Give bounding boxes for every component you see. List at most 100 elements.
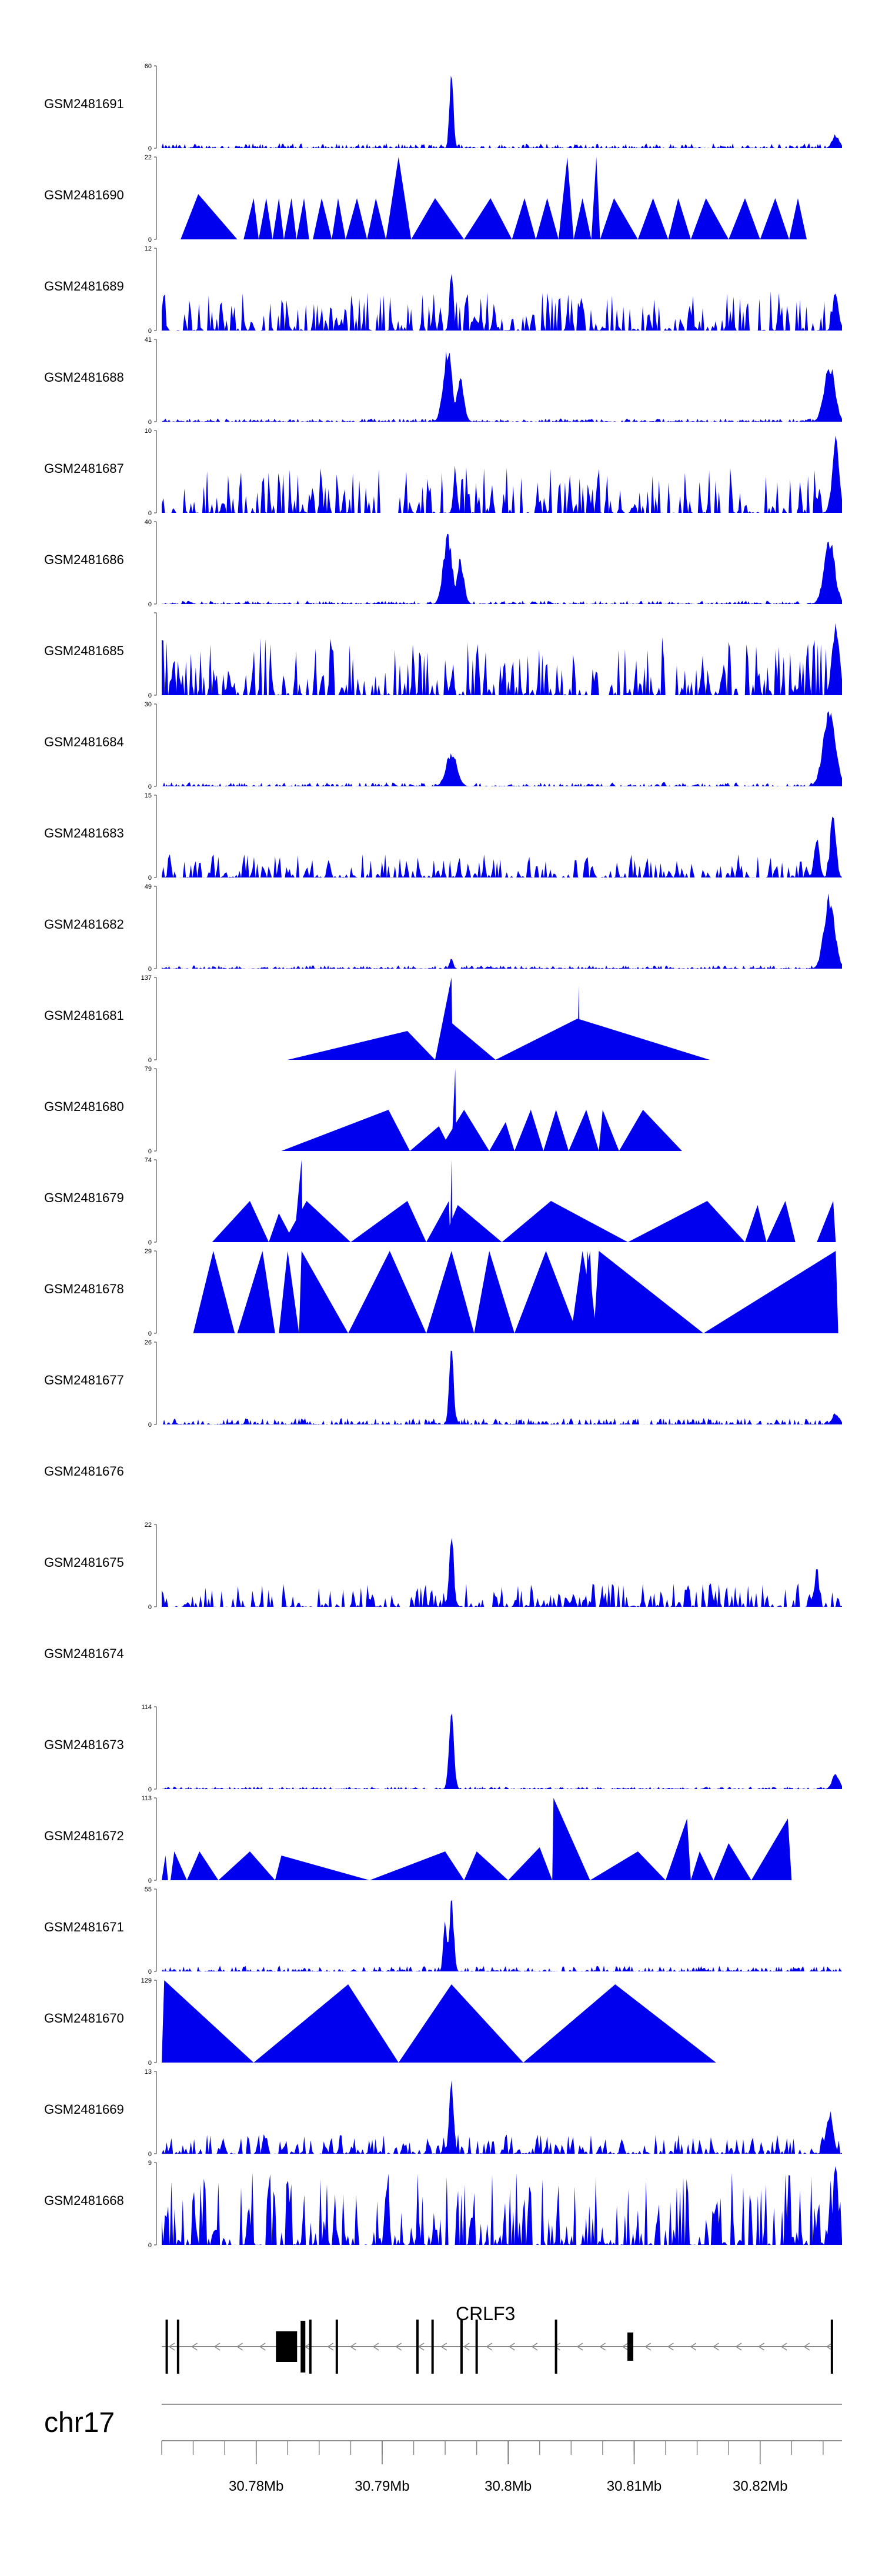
strand-arrow-icon (803, 2343, 810, 2351)
y-zero-label: 0 (148, 1604, 152, 1611)
track-GSM2481676: GSM2481676 (44, 1464, 124, 1479)
coverage-triangle (593, 1251, 704, 1333)
y-zero-label: 0 (148, 1422, 152, 1429)
strand-arrow-icon (622, 2343, 629, 2351)
y-max-label: 74 (145, 1157, 152, 1164)
coverage-triangle (690, 1851, 714, 1880)
coverage-triangle (729, 198, 760, 239)
exon-line (830, 2320, 833, 2374)
strand-arrow-icon (395, 2343, 402, 2351)
track-GSM2481672: GSM2481672 113 0 (44, 1795, 792, 1884)
exon-line (309, 2320, 312, 2374)
y-max-label: 10 (145, 428, 152, 435)
strand-arrow-icon (440, 2343, 447, 2351)
coverage-triangle (512, 198, 536, 239)
exon-block (300, 2321, 306, 2373)
coverage-triangle (573, 198, 592, 239)
coverage-triangle (283, 1201, 351, 1242)
coverage-area (162, 816, 842, 877)
gene-model (162, 2320, 833, 2374)
strand-arrow-icon (509, 2343, 515, 2351)
track-GSM2481677: GSM2481677 26 0 (44, 1339, 842, 1429)
coverage-triangle (279, 1251, 299, 1333)
track-GSM2481691: GSM2481691 60 0 (44, 63, 842, 152)
y-zero-label: 0 (148, 1786, 152, 1793)
track-label: GSM2481682 (44, 917, 124, 932)
coverage-area (162, 533, 842, 604)
coverage-triangle (690, 198, 729, 239)
exon-line (554, 2320, 557, 2374)
coverage-area (162, 623, 842, 695)
y-zero-label: 0 (148, 1877, 152, 1884)
track-label: GSM2481685 (44, 643, 124, 658)
track-GSM2481668: GSM2481668 9 0 (44, 2160, 842, 2249)
coverage-area (162, 75, 842, 148)
track-label: GSM2481690 (44, 188, 124, 202)
track-GSM2481684: GSM2481684 30 0 (44, 701, 842, 790)
strand-arrow-icon (667, 2343, 674, 2351)
coverage-area (162, 351, 842, 422)
coverage-triangle (162, 1980, 254, 2063)
coverage-triangle (410, 1126, 452, 1151)
coverage-triangle (543, 1110, 569, 1151)
y-zero-label: 0 (148, 2151, 152, 2158)
coverage-triangle (703, 1251, 838, 1333)
coverage-triangle (369, 1851, 465, 1880)
coverage-triangle (275, 1856, 370, 1880)
coverage-triangle (508, 1847, 553, 1880)
coverage-triangle (569, 1110, 599, 1151)
y-max-label: 49 (145, 883, 152, 890)
coverage-triangle (296, 198, 309, 239)
y-zero-label: 0 (148, 966, 152, 973)
track-label: GSM2481680 (44, 1099, 124, 1114)
coverage-triangle (668, 198, 691, 239)
coverage-triangle (766, 1201, 796, 1242)
track-label: GSM2481677 (44, 1373, 124, 1387)
track-GSM2481680: GSM2481680 79 0 (44, 1066, 682, 1155)
coverage-triangle (637, 198, 669, 239)
exon-line (431, 2320, 434, 2374)
strand-arrow-icon (576, 2343, 583, 2351)
track-GSM2481681: GSM2481681 137 0 (44, 975, 710, 1064)
coverage-triangle (283, 198, 297, 239)
coverage-triangle (760, 198, 790, 239)
coverage-area (162, 1713, 842, 1789)
exon-block (276, 2331, 298, 2362)
coverage-triangle (258, 198, 273, 239)
y-max-label: 113 (141, 1795, 152, 1802)
strand-arrow-icon (780, 2343, 787, 2351)
coverage-triangle (181, 194, 238, 239)
coverage-triangle (299, 1251, 349, 1333)
gene-annotation-track: CRLF3 (162, 2303, 833, 2374)
track-label: GSM2481668 (44, 2193, 124, 2208)
coverage-triangle (817, 1201, 836, 1242)
chromosome-label: chr17 (44, 2407, 115, 2438)
coverage-triangle (398, 1984, 523, 2063)
y-zero-label: 0 (148, 510, 152, 517)
strand-arrow-icon (417, 2343, 425, 2351)
exon-line (165, 2320, 168, 2374)
coverage-triangle (474, 1251, 514, 1333)
track-GSM2481678: GSM2481678 29 0 (44, 1248, 838, 1337)
coverage-triangle (619, 1110, 682, 1151)
coverage-triangle (243, 198, 259, 239)
y-zero-label: 0 (148, 875, 152, 882)
coverage-triangle (193, 1251, 235, 1333)
coverage-triangle (313, 198, 332, 239)
track-label: GSM2481670 (44, 2011, 124, 2026)
coverage-triangle (350, 1201, 426, 1242)
coverage-triangle (439, 1110, 490, 1151)
track-label: GSM2481683 (44, 826, 124, 840)
coverage-area (162, 2080, 842, 2154)
track-GSM2481685: GSM2481685 0 (44, 612, 842, 699)
y-max-label: 15 (145, 792, 152, 799)
coverage-area (162, 1537, 842, 1607)
track-label: GSM2481681 (44, 1008, 124, 1023)
coverage-triangle (552, 1798, 590, 1880)
y-zero-label: 0 (148, 783, 152, 790)
y-max-label: 60 (145, 63, 152, 70)
coverage-triangle (558, 157, 574, 239)
coverage-triangle (590, 1851, 666, 1880)
exon-line (335, 2320, 338, 2374)
track-label: GSM2481672 (44, 1828, 124, 1843)
